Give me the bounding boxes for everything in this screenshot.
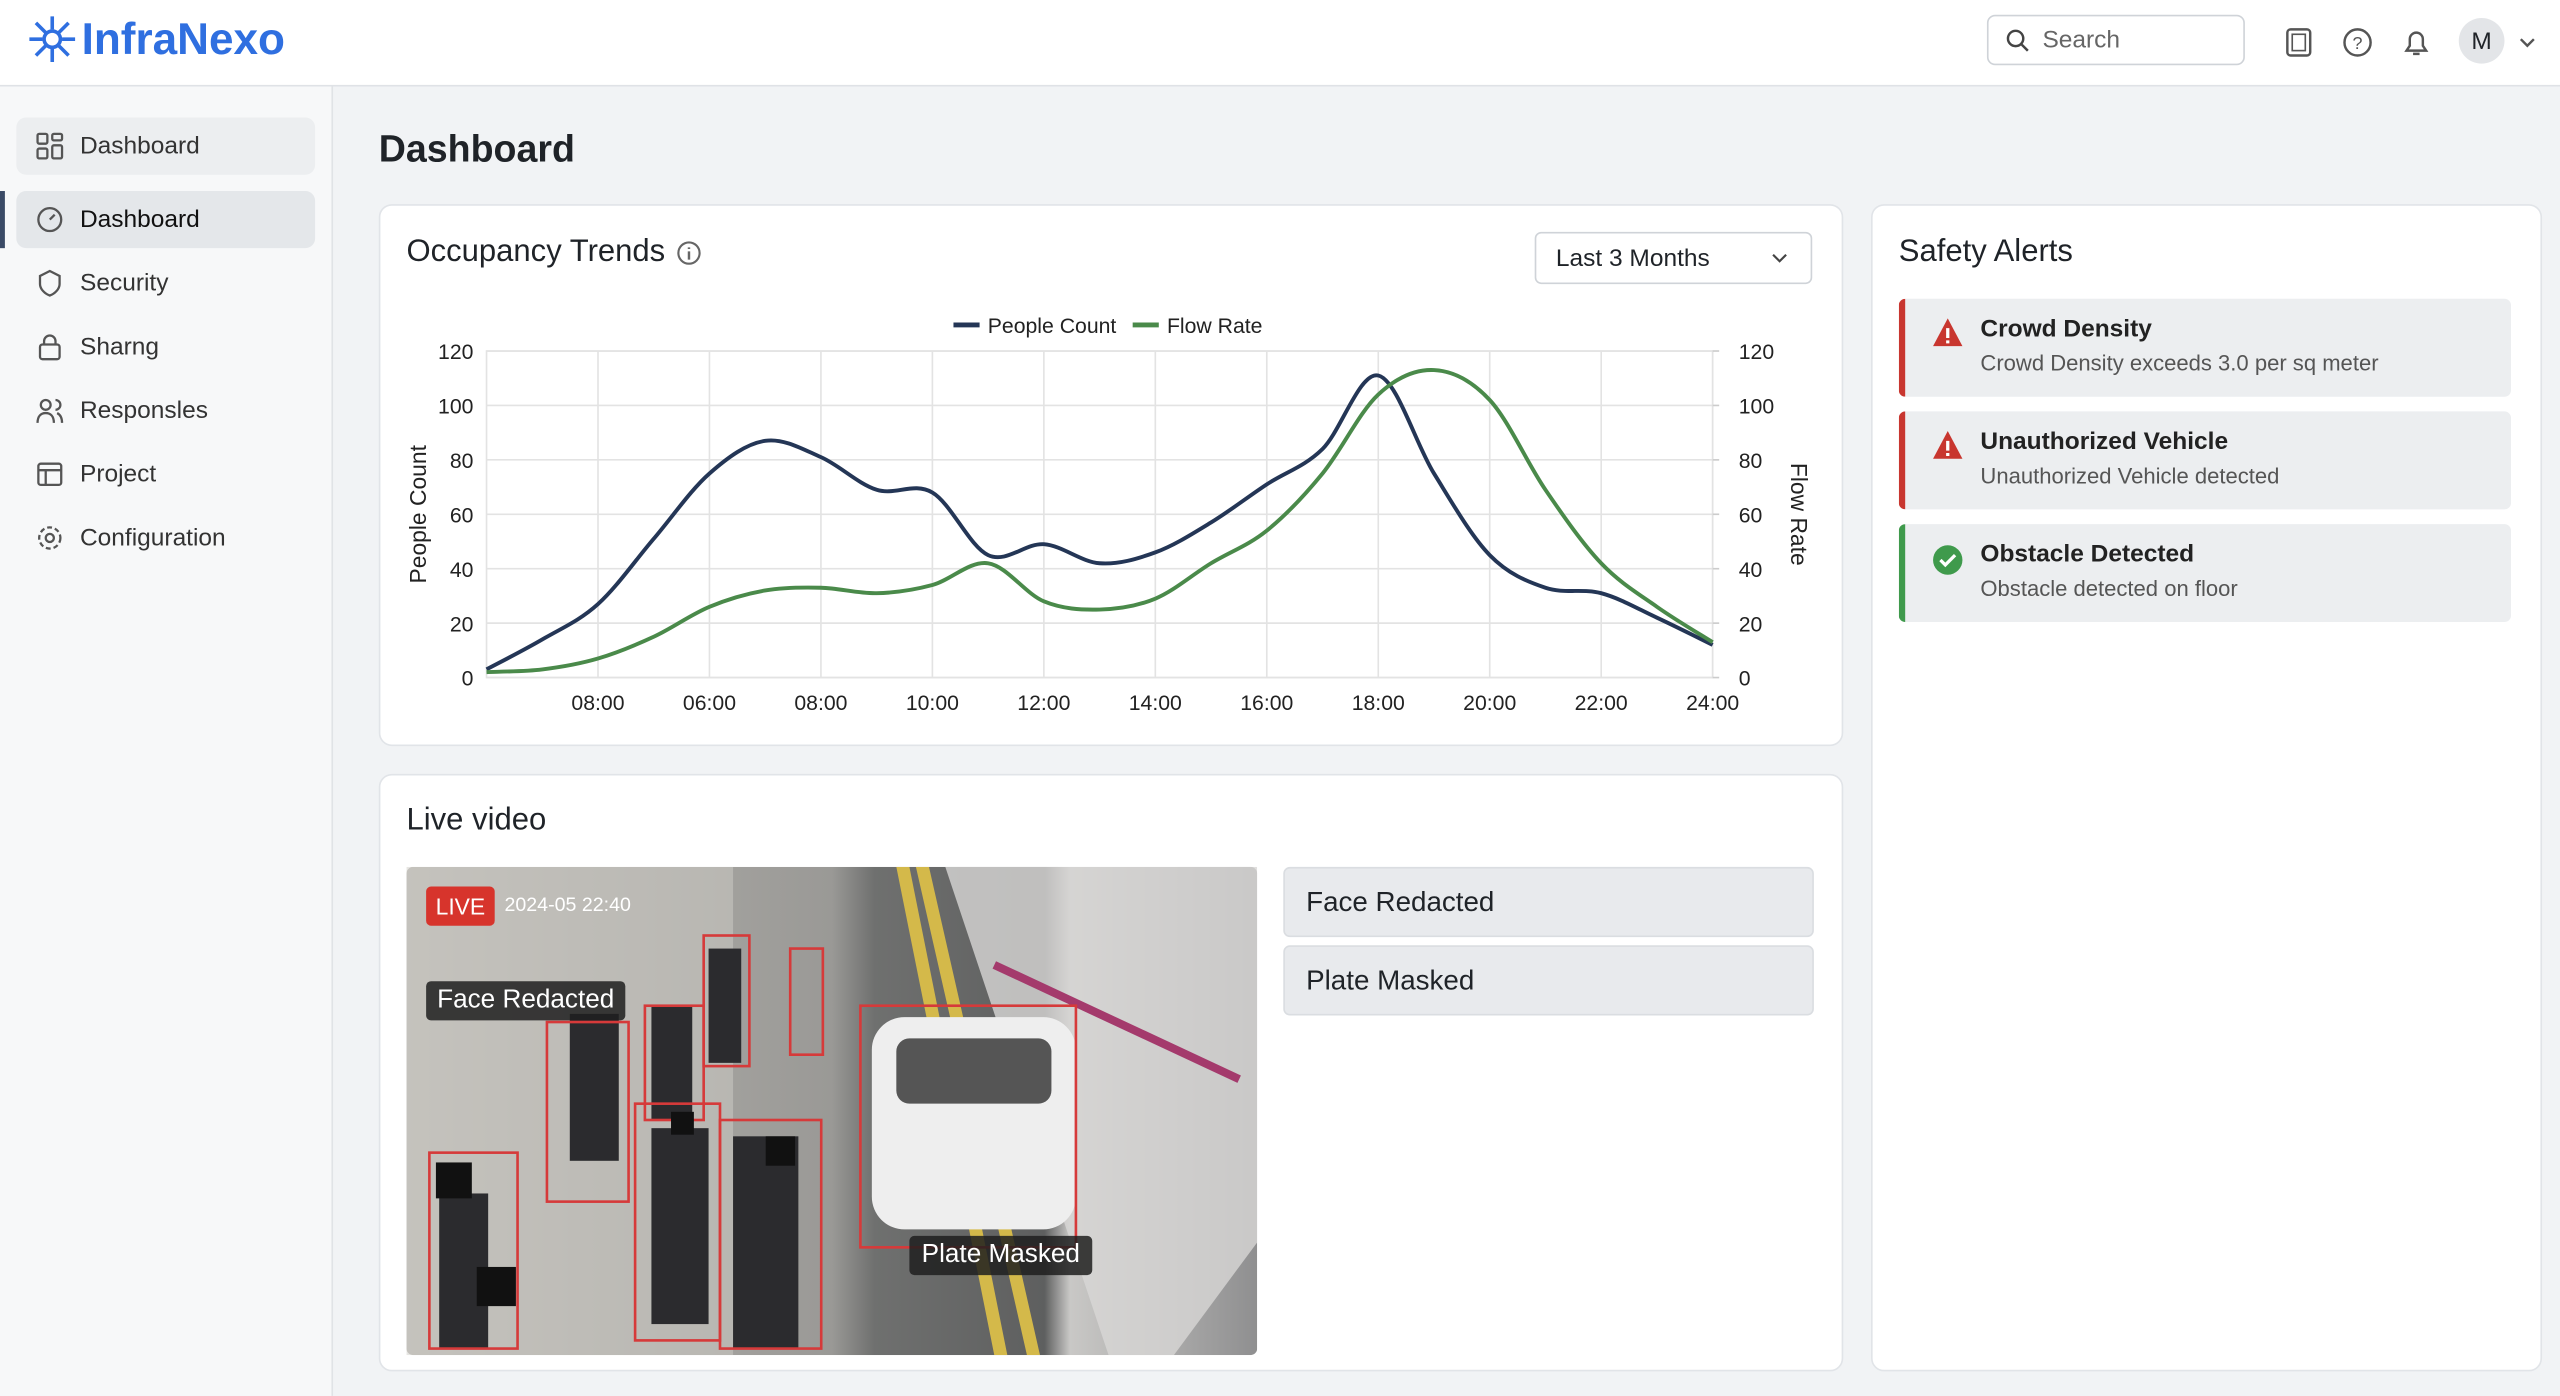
video-title: Live video <box>406 803 547 838</box>
nav-icon <box>37 462 63 487</box>
x-tick-label: 12:00 <box>1017 692 1070 715</box>
y-tick-label: 100 <box>438 396 473 419</box>
y2-axis-label: Flow Rate <box>1786 463 1812 566</box>
nav-label: Security <box>79 269 169 298</box>
y2-tick-label: 60 <box>1739 504 1763 527</box>
alert-item[interactable]: Obstacle Detected Obstacle detected on fl… <box>1898 524 2512 623</box>
alert-title: Crowd Density <box>1980 315 2152 343</box>
y-tick-label: 120 <box>438 341 473 364</box>
logo <box>29 16 76 63</box>
top-bar: InfraNexo Search ? M <box>0 0 2560 87</box>
svg-text:?: ? <box>2353 33 2363 53</box>
alert-item[interactable]: Unauthorized Vehicle Unauthorized Vehicle… <box>1898 411 2512 510</box>
nav-label: Project <box>79 460 157 489</box>
alert-detail: Obstacle detected on floor <box>1980 576 2238 601</box>
alert-icon <box>1933 545 1963 575</box>
legend-label: People Count <box>988 315 1117 338</box>
search-icon <box>2006 29 2029 52</box>
x-tick-label: 24:00 <box>1686 692 1739 715</box>
nav-label: Sharng <box>79 333 159 361</box>
search-box[interactable]: Search <box>1986 14 2245 66</box>
nav-item[interactable]: Sharng <box>16 318 315 375</box>
y2-tick-label: 100 <box>1739 396 1774 419</box>
nav-item[interactable]: Security <box>16 255 315 312</box>
y-tick-label: 80 <box>450 450 474 473</box>
legend-label: Flow Rate <box>1167 315 1263 338</box>
nav-item[interactable]: Project <box>16 446 315 503</box>
live-badge: LIVE <box>435 893 486 920</box>
alert-item[interactable]: Crowd Density Crowd Density exceeds 3.0 p… <box>1898 298 2512 397</box>
y-tick-label: 60 <box>450 504 474 527</box>
y-axis-label: People Count <box>405 444 431 583</box>
video-frame <box>406 866 1258 1356</box>
y-tick-label: 20 <box>450 613 474 636</box>
brand-name: InfraNexo <box>81 13 285 63</box>
x-tick-label: 18:00 <box>1352 692 1405 715</box>
nav-item[interactable]: Dashboard <box>16 117 316 175</box>
nav-icon <box>36 398 64 423</box>
overlay-label: Plate Masked <box>921 1240 1080 1269</box>
occupancy-chart: 08:00 06:00 08:00 10:00 12:00 14:00 16:00 18:00… <box>405 315 1812 715</box>
alert-title: Unauthorized Vehicle <box>1980 427 2229 456</box>
x-tick-label: 20:00 <box>1463 692 1516 715</box>
y-tick-label: 40 <box>450 559 474 582</box>
page-title: Dashboard <box>378 127 575 170</box>
nav-label: Dashboard <box>79 205 200 234</box>
nav-item[interactable]: Responsles <box>16 382 315 439</box>
info-icon[interactable] <box>677 240 703 266</box>
search-placeholder: Search <box>2042 26 2121 54</box>
brand[interactable]: InfraNexo <box>26 13 285 65</box>
y2-tick-label: 0 <box>1739 668 1751 691</box>
chart-title-row: Occupancy Trends <box>407 235 703 271</box>
series-line <box>486 368 1714 675</box>
y2-tick-label: 120 <box>1739 341 1774 364</box>
x-tick-label: 16:00 <box>1240 692 1293 715</box>
range-select-label: Last 3 Months <box>1555 244 1710 272</box>
chart-card <box>378 204 1844 747</box>
alert-icon <box>1933 318 1963 347</box>
nav-icon <box>38 526 62 550</box>
nav-label: Configuration <box>79 524 226 552</box>
header-icons[interactable]: ? <box>2282 24 2560 60</box>
active-indicator <box>0 191 5 249</box>
video-timestamp: 2024-05 22:40 <box>504 893 631 916</box>
y-tick-label: 0 <box>462 668 474 691</box>
nav-icon <box>38 269 61 297</box>
nav-label: Responsles <box>79 396 208 425</box>
y2-tick-label: 40 <box>1739 559 1763 582</box>
nav-label: Dashboard <box>79 132 200 160</box>
alerts-title: Safety Alerts <box>1898 235 2073 270</box>
x-tick-label: 22:00 <box>1575 692 1628 715</box>
alert-detail: Crowd Density exceeds 3.0 per sq meter <box>1980 351 2379 376</box>
overlay-label: Face Redacted <box>437 986 615 1014</box>
alerts-card <box>1871 204 2543 1372</box>
x-tick-label: 10:00 <box>906 692 959 715</box>
alert-title: Obstacle Detected <box>1980 540 2195 569</box>
nav-item[interactable]: Dashboard <box>16 191 316 249</box>
series-line <box>485 373 1714 672</box>
toggle-button[interactable]: Plate Masked <box>1283 945 1814 1016</box>
toggle-button[interactable]: Face Redacted <box>1283 866 1814 938</box>
nav-icon <box>36 132 64 160</box>
x-tick-label: 14:00 <box>1129 692 1182 715</box>
nav-item[interactable]: Configuration <box>16 509 315 566</box>
chevron <box>1772 253 1787 263</box>
y2-tick-label: 80 <box>1739 450 1763 473</box>
range-select[interactable]: Last 3 Months <box>1534 231 1813 285</box>
sidebar <box>0 86 334 1396</box>
nav-icon <box>37 207 63 233</box>
avatar[interactable]: M <box>2458 17 2505 64</box>
nav-icon <box>38 334 61 361</box>
x-tick-label: 06:00 <box>683 692 736 715</box>
chart-title: Occupancy Trends <box>406 235 666 270</box>
alert-detail: Unauthorized Vehicle detected <box>1980 463 2280 489</box>
y2-tick-label: 20 <box>1739 613 1763 636</box>
alert-icon <box>1933 431 1963 459</box>
x-tick-label: 08:00 <box>571 692 624 715</box>
x-tick-label: 08:00 <box>794 692 847 715</box>
